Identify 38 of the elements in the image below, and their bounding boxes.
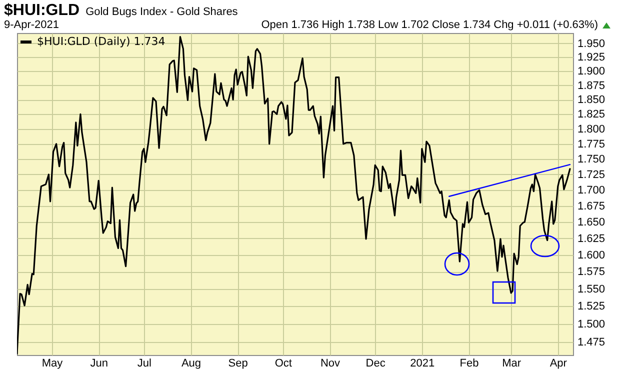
x-tick-label: 2021 <box>410 358 435 370</box>
x-tick-label: Dec <box>366 358 386 370</box>
y-tick-label: 1.675 <box>578 200 606 212</box>
y-tick-label: 1.950 <box>578 38 606 50</box>
y-tick-label: 1.600 <box>578 249 606 262</box>
y-tick-label: 1.825 <box>578 108 606 121</box>
y-tick-label: 1.625 <box>578 232 606 245</box>
y-tick-label: 1.900 <box>578 66 606 78</box>
x-tick-label: Mar <box>502 358 522 370</box>
y-tick-label: 1.475 <box>578 336 606 348</box>
x-tick-label: Aug <box>181 358 202 370</box>
line-series <box>17 36 571 354</box>
x-tick-label: Feb <box>460 358 479 370</box>
y-tick-label: 1.575 <box>578 266 606 278</box>
x-tick-label: Jul <box>137 358 152 370</box>
text: Open 1.736 High 1.738 Low 1.702 Close 1.734 Chg +0.011 (+0.63%) <box>261 19 598 31</box>
y-tick-label: 1.650 <box>578 216 606 228</box>
x-tick-label: Jun <box>90 358 108 370</box>
x-tick-label: Sep <box>228 358 248 370</box>
y-tick-label: 1.525 <box>578 300 606 313</box>
chart-title: $HUI:GLD <box>4 2 80 19</box>
y-tick-label: 1.800 <box>578 123 606 136</box>
x-tick-label: May <box>42 358 64 370</box>
y-tick-label: 1.500 <box>578 318 606 330</box>
y-tick-label: 1.925 <box>578 52 606 64</box>
y-tick-label: 1.550 <box>578 283 606 296</box>
chart-subtitle: Gold Bugs Index - Gold Shares <box>86 6 238 18</box>
legend-label: $HUI:GLD (Daily) 1.734 <box>37 35 166 48</box>
y-tick-label: 1.700 <box>578 184 606 197</box>
y-tick-label: 1.850 <box>578 94 606 106</box>
y-tick-label: 1.875 <box>578 80 606 92</box>
y-tick-label: 1.725 <box>578 168 606 181</box>
x-tick-label: Oct <box>274 358 292 370</box>
text: 9-Apr-2021 <box>4 19 60 31</box>
y-tick-label: 1.775 <box>578 138 606 150</box>
x-tick-label: Nov <box>320 358 341 370</box>
x-tick-label: Apr <box>550 358 568 370</box>
y-tick-label: 1.750 <box>578 154 606 166</box>
